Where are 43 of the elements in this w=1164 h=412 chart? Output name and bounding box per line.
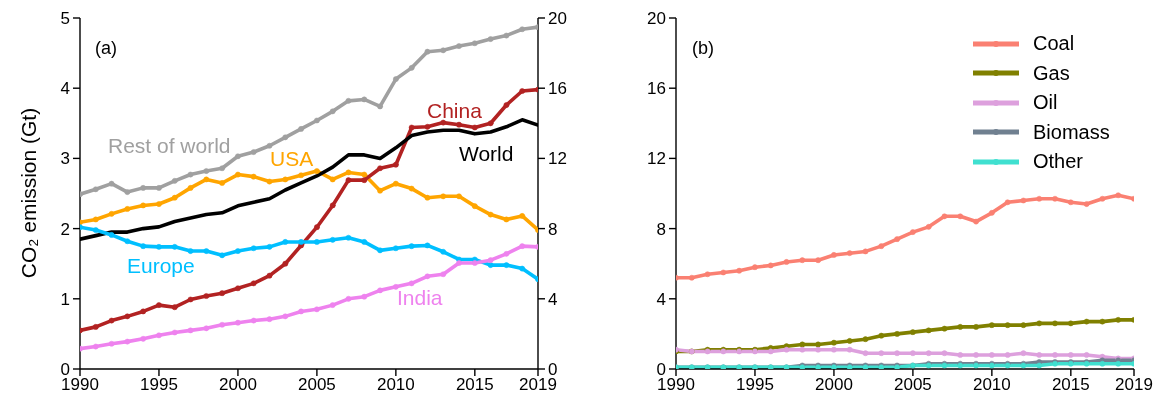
y2-tick-label: 12 xyxy=(548,149,567,169)
x-tick-label: 2010 xyxy=(376,375,415,395)
x-tick-label: 2005 xyxy=(893,375,932,395)
legend-label: Other xyxy=(1033,150,1084,174)
y-tick-label: 5 xyxy=(60,9,70,29)
x-tick-label: 2000 xyxy=(219,375,257,395)
y-tick-label: 8 xyxy=(656,219,666,239)
y-tick-label: 1 xyxy=(60,289,70,309)
x-tick-label: 2005 xyxy=(297,375,336,395)
y2-tick-label: 20 xyxy=(548,9,567,29)
y-tick-label: 4 xyxy=(60,79,70,99)
x-tick-label: 1990 xyxy=(657,375,695,395)
y-tick-label: 2 xyxy=(60,219,70,239)
series-label: Europe xyxy=(127,254,195,277)
y-tick-label: 20 xyxy=(647,9,666,29)
legend-label: Coal xyxy=(1033,32,1075,56)
y2-tick-label: 4 xyxy=(548,289,558,309)
x-tick-label: 1990 xyxy=(61,375,99,395)
y2-tick-label: 16 xyxy=(548,79,567,99)
series-label: Rest of world xyxy=(108,134,231,157)
x-tick-label: 2019 xyxy=(519,375,557,395)
text: (a) xyxy=(95,38,117,58)
y-axis-title: CO₂ emission (Gt) xyxy=(16,107,40,279)
series-label: China xyxy=(427,99,483,122)
x-tick-label: 1995 xyxy=(736,375,774,395)
series-label: World xyxy=(459,142,514,165)
legend-label: Oil xyxy=(1033,91,1058,115)
y-tick-label: 4 xyxy=(656,289,666,309)
x-tick-label: 2010 xyxy=(972,375,1011,395)
y-tick-label: 3 xyxy=(60,149,70,169)
series-label: USA xyxy=(270,147,314,170)
text: (b) xyxy=(692,38,714,58)
x-tick-label: 2015 xyxy=(455,375,494,395)
y-tick-label: 12 xyxy=(647,149,666,169)
legend-label: Gas xyxy=(1033,61,1070,85)
y-tick-label: 16 xyxy=(647,79,666,99)
x-tick-label: 2000 xyxy=(815,375,853,395)
x-tick-label: 1995 xyxy=(140,375,178,395)
x-tick-label: 2019 xyxy=(1115,375,1153,395)
series-label: India xyxy=(397,286,443,309)
y2-tick-label: 8 xyxy=(548,219,558,239)
legend-label: Biomass xyxy=(1033,120,1110,144)
x-tick-label: 2015 xyxy=(1051,375,1090,395)
